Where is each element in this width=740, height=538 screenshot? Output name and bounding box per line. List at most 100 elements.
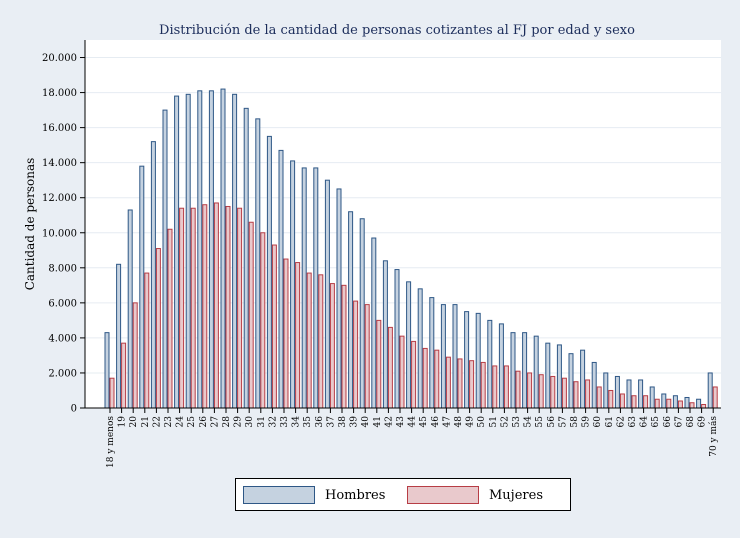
y-tick-label: 10.000 [42,228,77,239]
bar-mujeres [550,375,556,409]
x-tick-label: 21 [141,416,151,427]
x-tick-label: 37 [326,416,336,428]
bar-hombres [417,288,423,409]
x-tick-label: 19 [118,416,128,428]
bar-mujeres [225,205,231,409]
bar-mujeres [573,381,579,409]
x-tick-label: 65 [651,416,661,428]
bar-mujeres [121,342,127,409]
x-tick-label: 45 [419,416,429,428]
bar-hombres [696,398,702,409]
bar-mujeres [701,403,707,409]
x-tick-label: 64 [640,416,650,428]
bar-hombres [394,269,400,409]
bar-hombres [220,88,226,409]
bar-hombres [104,332,110,409]
bar-mujeres [538,374,544,409]
x-tick-label: 55 [535,416,545,428]
y-tick-label: 6.000 [48,298,77,309]
bar-hombres [545,342,551,409]
bar-mujeres [213,202,219,409]
x-tick-label: 34 [292,416,302,428]
y-tick-label: 2.000 [48,368,77,379]
bar-mujeres [411,340,417,409]
bar-mujeres [480,361,486,409]
legend-swatch-hombres [243,486,315,504]
x-tick-label: 33 [280,416,290,428]
bar-mujeres [654,398,660,409]
bar-mujeres [190,207,196,409]
x-tick-label: 62 [616,416,626,427]
x-tick-label: 29 [234,416,244,428]
bar-hombres [185,93,191,409]
y-axis-label: Cantidad de personas [23,158,37,291]
x-tick-label: 41 [373,416,383,427]
legend-item-mujeres: Mujeres [407,486,543,504]
bar-mujeres [179,207,185,409]
x-tick-label: 20 [129,416,139,428]
bar-hombres [255,118,261,409]
bar-mujeres [631,395,637,409]
x-tick-label: 35 [303,416,313,428]
x-tick-label: 54 [524,416,534,428]
bar-mujeres [132,302,138,409]
bar-hombres [603,372,609,409]
bar-hombres [266,135,272,409]
x-tick-label: 48 [454,416,464,428]
x-tick-label: 49 [466,416,476,428]
x-tick-label: 43 [396,416,406,428]
bar-mujeres [561,377,567,409]
bar-mujeres [585,379,591,409]
bar-hombres [638,379,644,409]
bar-hombres [359,218,365,409]
bar-mujeres [387,326,393,409]
x-tick-label: 50 [477,416,487,428]
x-tick-label: 69 [698,416,708,428]
bar-hombres [684,396,690,409]
bar-hombres [591,361,597,409]
legend-swatch-mujeres [407,486,479,504]
bar-mujeres [503,365,509,409]
x-tick-label: 27 [210,416,220,428]
x-tick-label: 52 [500,416,510,427]
bar-mujeres [608,389,614,409]
x-tick-label: 68 [686,416,696,428]
bar-hombres [475,312,481,409]
bar-mujeres [689,402,695,409]
bar-hombres [336,188,342,409]
bar-hombres [568,353,574,409]
bar-mujeres [492,365,498,409]
bar-hombres [371,237,377,409]
y-tick-label: 4.000 [48,333,77,344]
x-tick-label: 58 [570,416,580,428]
x-tick-label: 39 [350,416,360,428]
bar-mujeres [306,272,312,409]
bar-mujeres [237,207,243,409]
bar-hombres [440,304,446,409]
x-tick-label: 40 [361,416,371,428]
bar-mujeres [469,360,475,409]
bar-mujeres [271,244,277,409]
bar-hombres [243,107,249,409]
bar-hombres [452,304,458,409]
bar-hombres [580,349,586,409]
x-tick-label: 22 [152,416,162,427]
x-tick-label: 31 [257,416,267,427]
x-tick-label: 61 [605,416,615,427]
bar-hombres [672,395,678,409]
x-tick-label: 63 [628,416,638,428]
x-tick-label: 24 [176,416,186,428]
x-tick-label: 32 [268,416,278,427]
bar-hombres [208,90,214,409]
bar-mujeres [515,370,521,409]
bar-mujeres [109,377,115,409]
bar-hombres [614,375,620,409]
bar-hombres [348,211,354,409]
x-tick-label: 70 y más [708,416,719,457]
x-tick-label: 46 [431,416,441,428]
bar-mujeres [364,304,370,409]
bar-hombres [626,379,632,409]
bar-mujeres [434,349,440,409]
bar-mujeres [643,395,649,409]
